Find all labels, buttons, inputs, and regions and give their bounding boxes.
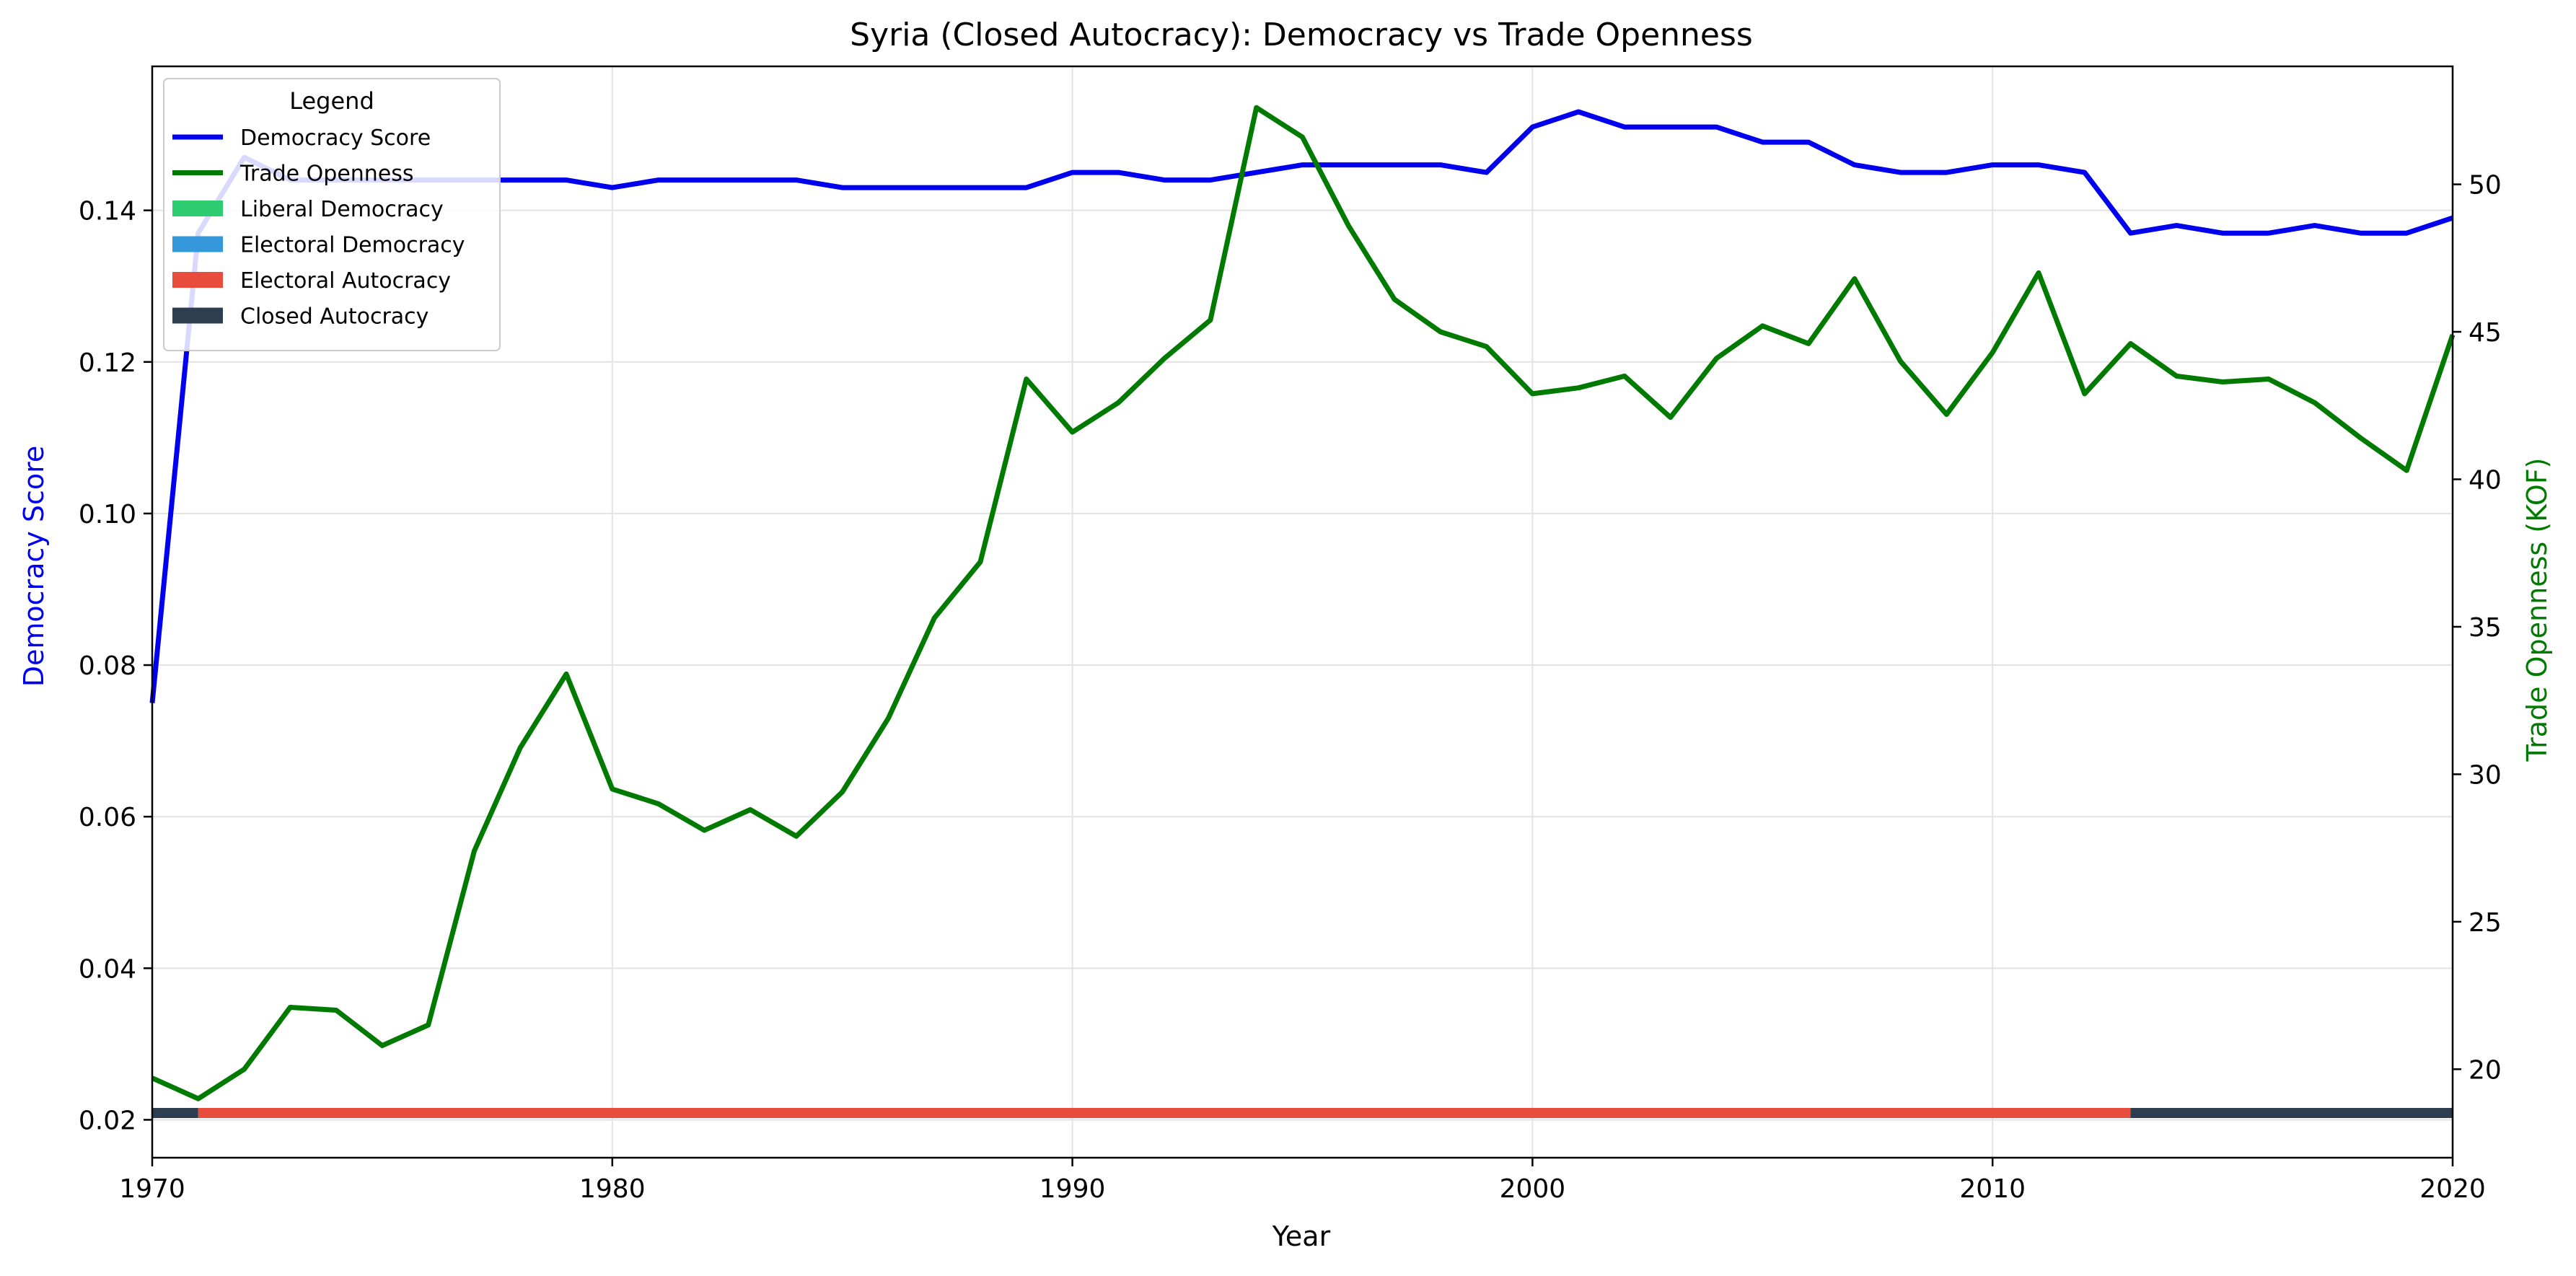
y-right-tick-label: 50 <box>2469 171 2502 201</box>
legend-patch-swatch <box>172 307 223 324</box>
legend-entry-label: Trade Openness <box>239 162 414 187</box>
regime-bands <box>152 1108 2453 1118</box>
x-axis: 1970 1980 1990 2000 2010 2020 <box>119 1158 2486 1204</box>
grid-lines <box>151 66 2453 1158</box>
y-right-tick-label: 35 <box>2469 613 2502 643</box>
y-axis-right: 20 25 30 35 40 45 50 <box>2453 171 2502 1085</box>
x-axis-label: Year <box>1272 1220 1331 1252</box>
y-axis-left-label: Democracy Score <box>18 446 50 687</box>
y-left-tick-label: 0.04 <box>79 954 136 984</box>
x-tick-label: 1970 <box>119 1174 185 1204</box>
y-left-tick-label: 0.08 <box>79 651 136 681</box>
legend-entry-label: Liberal Democracy <box>240 197 444 222</box>
y-left-tick-label: 0.14 <box>79 197 136 226</box>
series-lines <box>149 105 2456 1101</box>
legend-box <box>163 78 501 351</box>
legend: Legend Democracy Score Trade Openness Liber… <box>163 78 501 351</box>
regime-band <box>198 1108 2131 1118</box>
democracy-score-line <box>149 109 2454 703</box>
chart-title: Syria (Closed Autocracy): Democracy vs T… <box>850 17 1753 53</box>
legend-entry-label: Democracy Score <box>240 126 431 151</box>
regime-band <box>152 1108 198 1118</box>
regime-band <box>2130 1108 2453 1118</box>
y-right-tick-label: 25 <box>2469 908 2502 938</box>
legend-entry-label: Electoral Democracy <box>240 233 465 258</box>
legend-entry-label: Closed Autocracy <box>240 304 428 330</box>
legend-entry-label: Electoral Autocracy <box>240 268 451 294</box>
y-axis-right-label: Trade Openness (KOF) <box>2521 457 2553 762</box>
y-left-tick-label: 0.06 <box>79 803 136 832</box>
y-right-tick-label: 40 <box>2469 465 2502 495</box>
trade-openness-line <box>151 105 2456 1101</box>
plot-frame <box>151 65 2454 1159</box>
legend-patch-swatch <box>172 272 223 288</box>
x-tick-label: 1980 <box>579 1174 646 1204</box>
y-left-tick-label: 0.02 <box>79 1106 136 1135</box>
legend-title: Legend <box>289 87 374 115</box>
legend-patch-swatch <box>172 201 223 216</box>
legend-patch-swatch <box>172 236 223 252</box>
y-right-tick-label: 20 <box>2469 1055 2502 1085</box>
y-left-tick-label: 0.10 <box>79 500 136 529</box>
x-tick-label: 2020 <box>2419 1174 2486 1204</box>
y-right-tick-label: 45 <box>2469 318 2502 348</box>
x-tick-label: 1990 <box>1039 1174 1106 1204</box>
x-tick-label: 2010 <box>1959 1174 2026 1204</box>
y-axis-left: 0.02 0.04 0.06 0.08 0.10 0.12 0.14 <box>79 197 152 1135</box>
x-tick-label: 2000 <box>1500 1174 1566 1204</box>
y-left-tick-label: 0.12 <box>79 348 136 378</box>
y-right-tick-label: 30 <box>2469 760 2502 790</box>
